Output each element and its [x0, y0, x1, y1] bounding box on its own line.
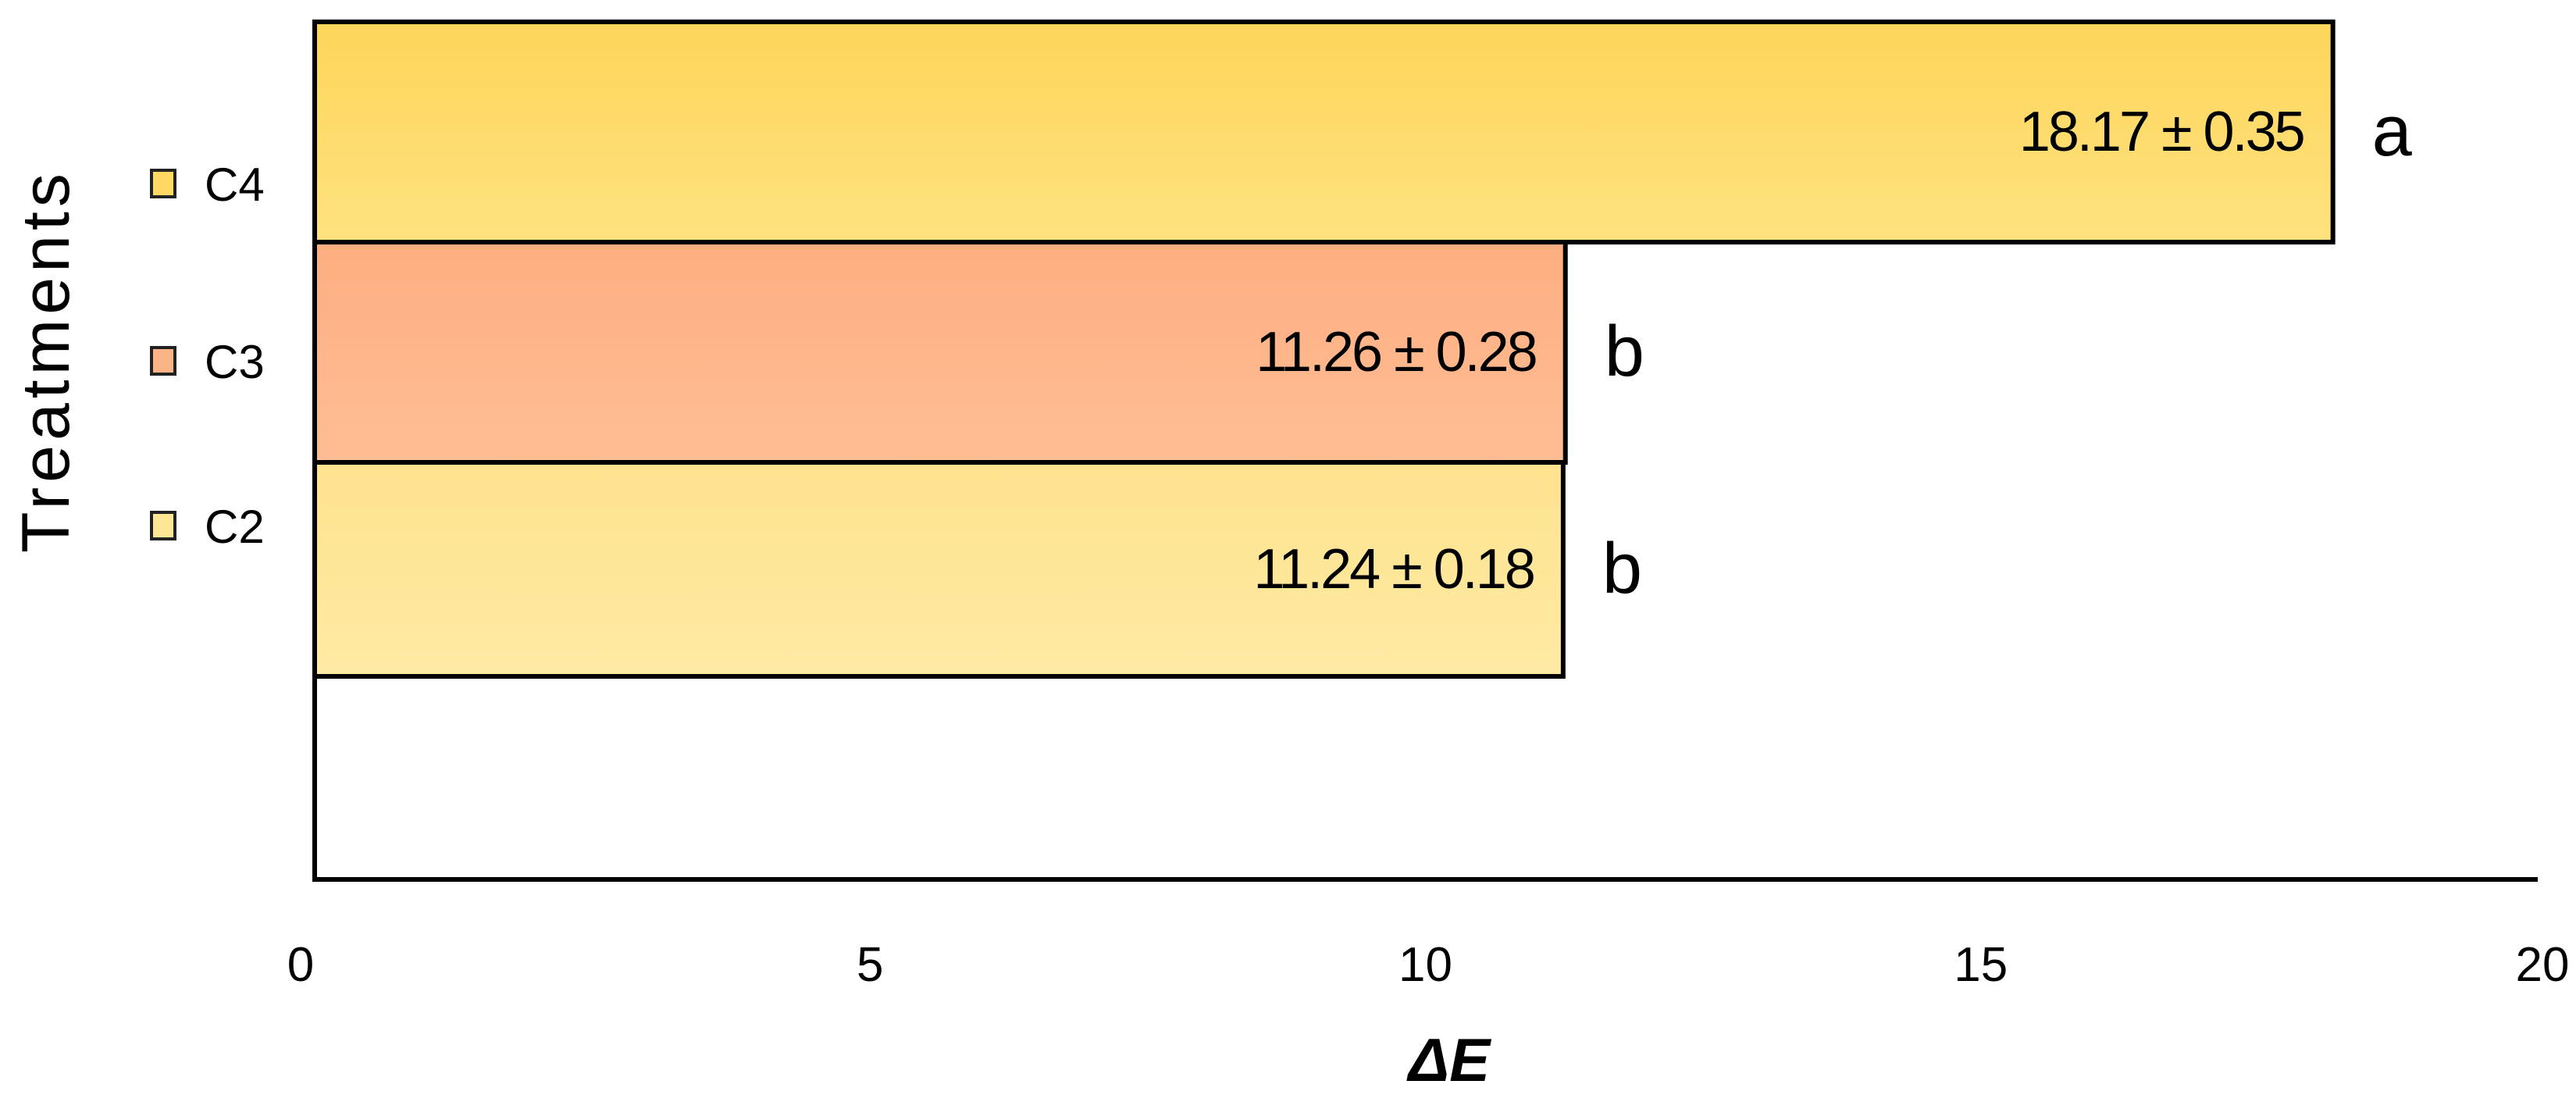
x-tick-labels: 0 5 10 15 20 — [287, 938, 2570, 992]
value-label-c2: 11.24 ± 0.18 — [1253, 538, 1534, 601]
x-tick-label: 20 — [2516, 938, 2570, 992]
legend-swatch-c2 — [150, 511, 176, 540]
legend-swatch-c4 — [150, 169, 176, 198]
legend-label-c4: C4 — [205, 159, 265, 211]
bar-c3 — [312, 240, 1568, 465]
legend-swatch-c3 — [150, 346, 176, 376]
bar-c4 — [312, 20, 2336, 244]
y-axis-title: Treatments — [9, 169, 84, 553]
value-label-c3: 11.26 ± 0.28 — [1256, 321, 1536, 383]
x-tick-label: 10 — [1398, 938, 1452, 992]
legend-label-c3: C3 — [205, 336, 265, 388]
bar-c2 — [312, 460, 1566, 679]
significance-letter-c4: a — [2372, 91, 2413, 171]
significance-letter-c3: b — [1605, 312, 1644, 391]
x-tick-label: 0 — [287, 938, 314, 992]
x-tick-label: 15 — [1954, 938, 2008, 992]
significance-letter-c2: b — [1602, 529, 1642, 608]
legend: C4 C3 C2 — [150, 159, 265, 553]
bars-group: 18.17 ± 0.35 a 11.26 ± 0.28 b 11.24 ± 0.18 b — [312, 20, 2413, 679]
x-tick-label: 5 — [857, 938, 883, 992]
legend-label-c2: C2 — [205, 501, 265, 553]
value-label-c4: 18.17 ± 0.35 — [2019, 101, 2304, 163]
x-axis-title: ΔE — [1406, 1025, 1491, 1094]
